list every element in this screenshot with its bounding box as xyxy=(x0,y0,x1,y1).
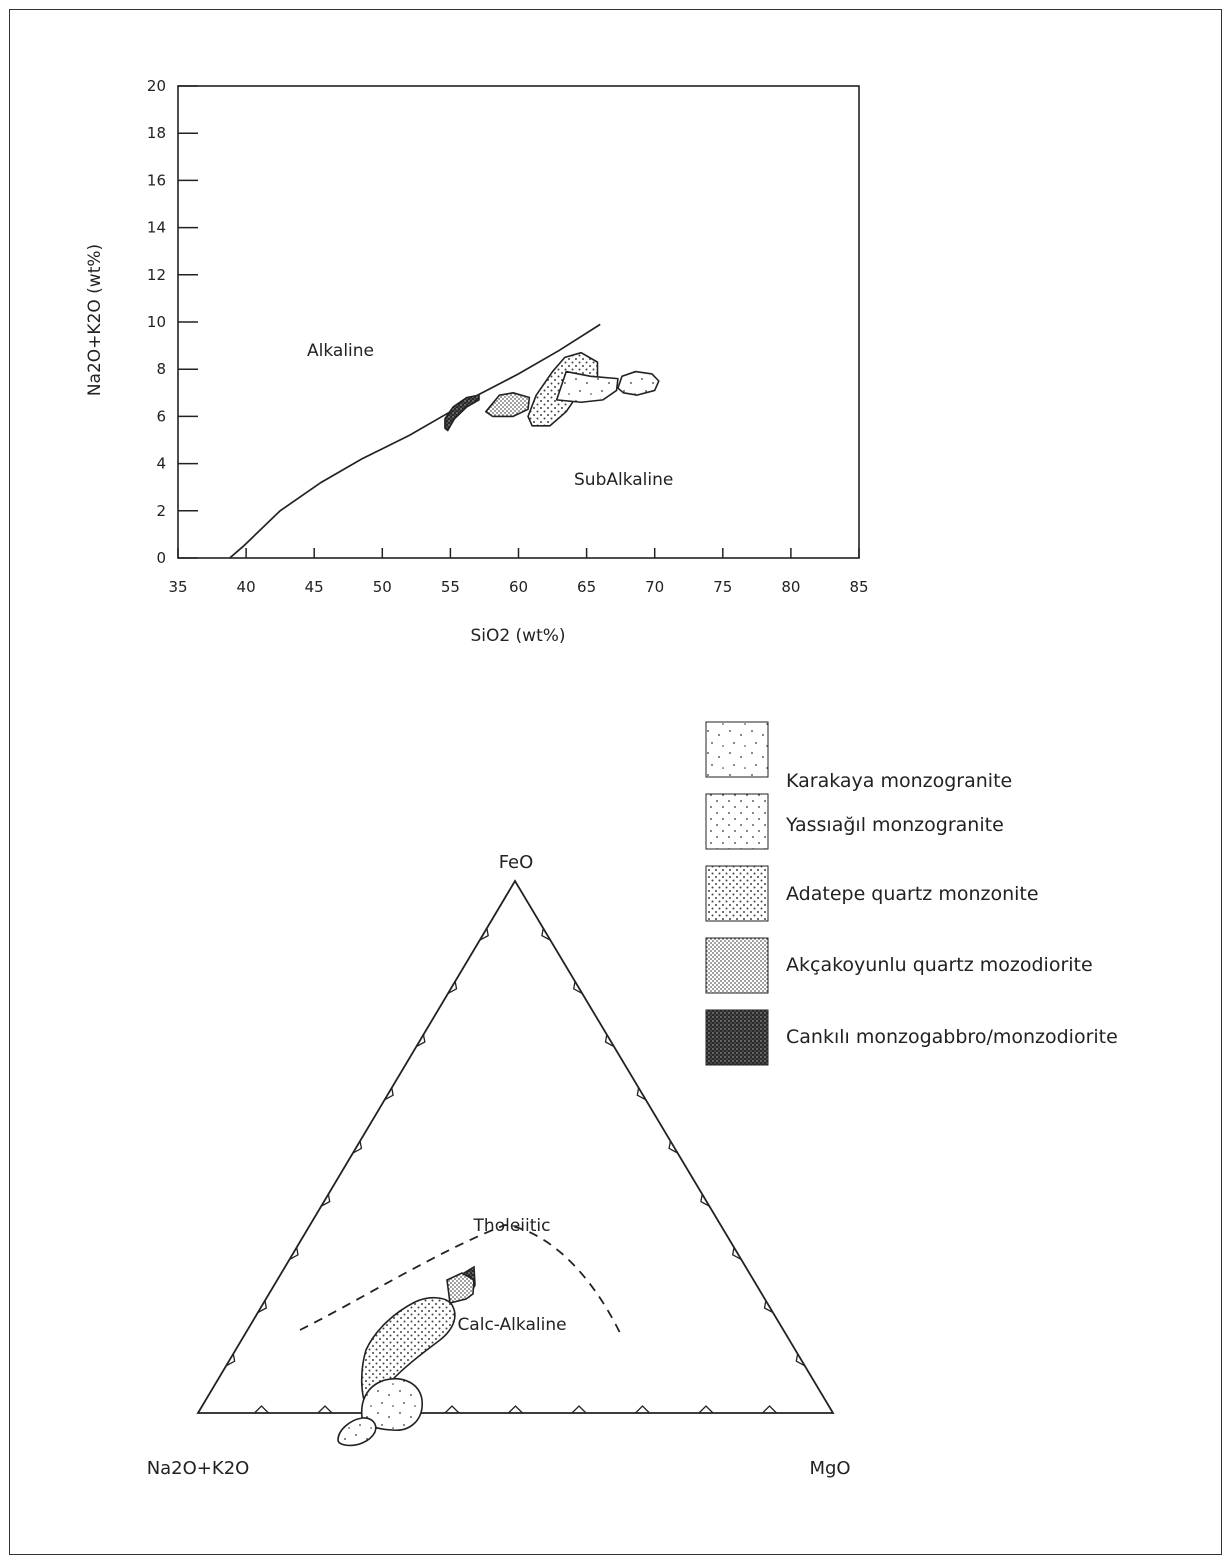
y-tick-label: 16 xyxy=(147,171,166,189)
legend-swatch-yassiagil xyxy=(705,793,769,850)
y-tick-label: 12 xyxy=(147,266,166,284)
ternary-tick xyxy=(479,928,489,941)
ternary-tick xyxy=(444,1405,460,1414)
tas-field-yass-a-l-monzogranite xyxy=(555,370,619,404)
x-axis-title: SiO2 (wt%) xyxy=(470,626,565,646)
vertex-label-feo: FeO xyxy=(499,852,534,873)
ternary-tick xyxy=(668,1140,678,1154)
legend-label-yassiagil: Yassıağıl monzogranite xyxy=(785,814,1004,836)
x-tick-label: 65 xyxy=(577,578,596,596)
ternary-tick xyxy=(416,1034,426,1048)
y-tick-label: 0 xyxy=(156,549,166,567)
tas-plot-frame xyxy=(177,85,860,559)
ternary-tick xyxy=(508,1405,523,1414)
region-label-tholeiitic: Tholeiitic xyxy=(473,1216,551,1236)
legend-swatch-cankili xyxy=(705,1009,769,1066)
ternary-tick-marks xyxy=(225,928,806,1414)
tholeiitic-calc-alkaline-boundary xyxy=(299,1224,623,1338)
region-label-alkaline: Alkaline xyxy=(307,341,374,361)
legend: Karakaya monzogranite Yassıağıl monzogra… xyxy=(705,721,1118,1066)
ternary-tick xyxy=(541,928,551,941)
ternary-tick xyxy=(762,1405,777,1414)
tas-field-karakaya-monzogranite xyxy=(617,370,660,396)
boundary-line xyxy=(229,323,601,559)
legend-label-cankili: Cankılı monzogabbro/monzodiorite xyxy=(786,1026,1118,1048)
y-tick-label: 14 xyxy=(147,219,166,237)
region-label-calc-alkaline: Calc-Alkaline xyxy=(457,1315,566,1335)
ternary-tick xyxy=(604,1034,615,1048)
vertex-label-alkali: Na2O+K2O xyxy=(147,1458,250,1479)
afm-field-akcakoyunlu xyxy=(446,1272,475,1304)
ternary-tick xyxy=(384,1087,394,1101)
legend-swatch-adatepe xyxy=(705,865,769,922)
ternary-tick xyxy=(763,1300,774,1314)
x-tick-label: 70 xyxy=(645,578,664,596)
ternary-tick xyxy=(571,1405,587,1414)
x-tick-label: 55 xyxy=(441,578,460,596)
ternary-tick xyxy=(636,1087,647,1101)
ternary-tick xyxy=(320,1194,331,1207)
afm-ternary-diagram: Tholeiitic Calc-Alkaline FeO Na2O+K2O Mg… xyxy=(147,852,851,1479)
legend-label-karakaya: Karakaya monzogranite xyxy=(786,770,1012,792)
tas-diagram: 35 40 45 50 55 60 65 70 75 80 85 0 2 4 6 8 10 12 14 16 18 20… xyxy=(85,77,869,646)
region-label-subalkaline: SubAlkaline xyxy=(574,470,673,490)
y-axis-ticks: 0 2 4 6 8 10 12 14 16 18 20 xyxy=(147,77,198,567)
ternary-tick xyxy=(289,1247,299,1260)
x-axis-ticks: 35 40 45 50 55 60 65 70 75 80 85 xyxy=(168,548,869,596)
x-tick-label: 80 xyxy=(781,578,800,596)
ternary-tick xyxy=(352,1140,363,1154)
y-tick-label: 20 xyxy=(147,77,166,95)
tas-field-ak-akoyunlu-quartz-mozodiorite xyxy=(485,391,531,418)
ternary-triangle xyxy=(196,879,835,1414)
ternary-tick xyxy=(572,981,583,994)
legend-swatch-karakaya xyxy=(705,721,769,778)
y-tick-label: 18 xyxy=(147,124,166,142)
tas-field-cank-l-monzogabbro-monzodiorite xyxy=(444,394,480,432)
x-tick-label: 85 xyxy=(849,578,868,596)
legend-swatch-akcakoyunlu xyxy=(705,937,769,994)
x-tick-label: 60 xyxy=(509,578,528,596)
afm-field-karakaya xyxy=(337,1417,377,1447)
y-tick-label: 2 xyxy=(156,502,166,520)
y-tick-label: 8 xyxy=(156,360,166,378)
y-tick-label: 6 xyxy=(156,407,166,425)
figure-frame xyxy=(9,9,1222,1555)
ternary-tick xyxy=(225,1353,236,1367)
tas-fields xyxy=(444,351,660,432)
ternary-tick xyxy=(635,1405,650,1414)
y-tick-label: 10 xyxy=(147,313,166,331)
x-tick-label: 45 xyxy=(305,578,324,596)
ternary-tick xyxy=(254,1405,269,1414)
ternary-tick xyxy=(698,1405,714,1414)
ternary-tick xyxy=(257,1300,268,1314)
legend-label-akcakoyunlu: Akçakoyunlu quartz mozodiorite xyxy=(786,954,1093,976)
ternary-tick xyxy=(731,1247,742,1260)
ternary-tick xyxy=(700,1194,710,1207)
x-tick-label: 75 xyxy=(713,578,732,596)
vertex-label-mgo: MgO xyxy=(809,1458,850,1479)
y-axis-title: Na2O+K2O (wt%) xyxy=(85,244,105,396)
ternary-tick xyxy=(317,1405,333,1414)
alkaline-subalkaline-boundary xyxy=(229,323,601,559)
legend-label-adatepe: Adatepe quartz monzonite xyxy=(786,883,1039,905)
x-tick-label: 50 xyxy=(373,578,392,596)
y-tick-label: 4 xyxy=(156,455,166,473)
afm-field-yassiagil xyxy=(360,1378,423,1431)
ternary-tick xyxy=(447,981,458,994)
x-tick-label: 35 xyxy=(168,578,187,596)
x-tick-label: 40 xyxy=(237,578,256,596)
ternary-tick xyxy=(795,1353,806,1367)
